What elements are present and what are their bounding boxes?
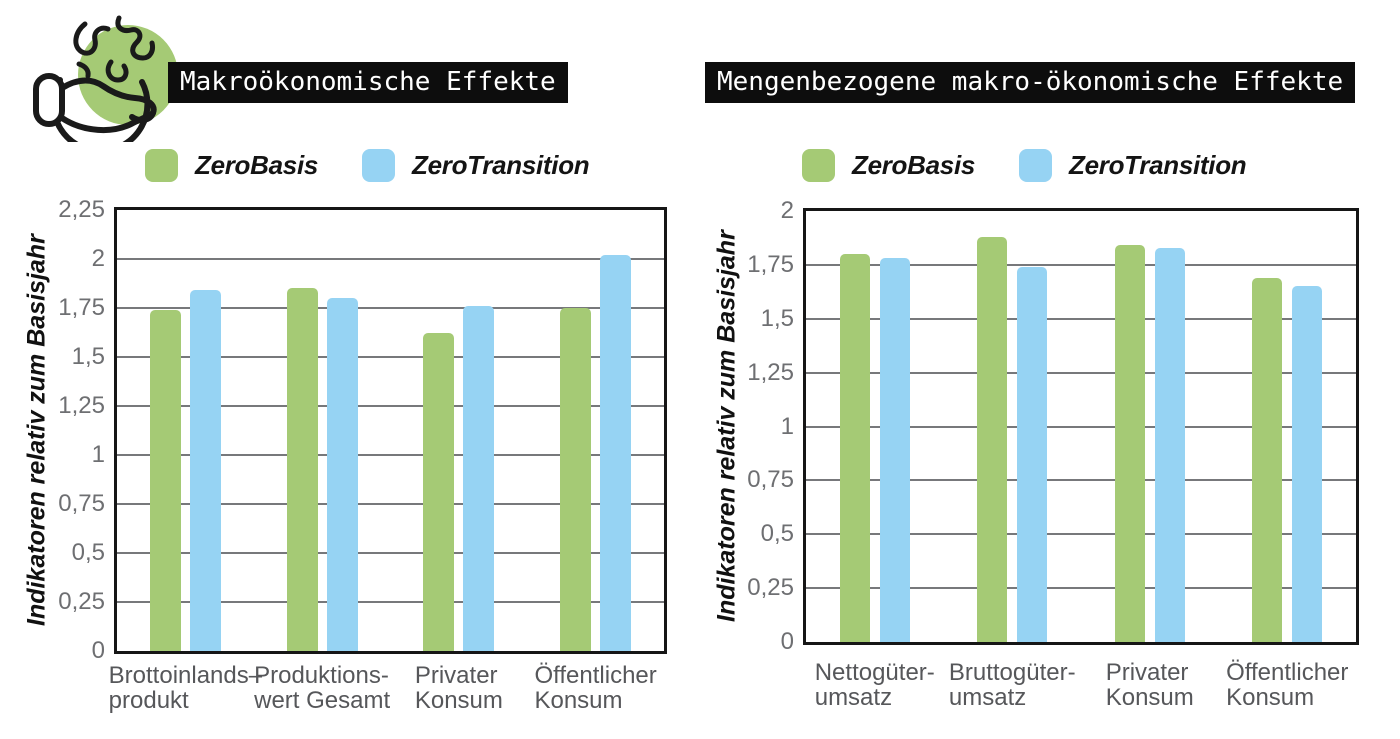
y-tick-label: 0,75 [58,490,105,517]
chart-title-left: Makroökonomische Effekte [168,62,568,103]
y-tick-label: 1,25 [58,392,105,419]
x-category-label: Brottoinlands– produkt [108,662,263,714]
gridline [806,263,1356,266]
x-category-label: Bruttogüter-umsatz [948,659,1076,711]
plot-area-right [803,208,1359,645]
bar-zerobasis-brottoinlands-produkt [149,310,181,651]
bar-zerotransition-nettogüter-umsatz [879,258,910,642]
y-tick-label: 0,75 [747,466,794,494]
bar-zerobasis-öffentlicher-konsum [560,308,592,651]
gridline [806,587,1356,590]
bar-zerotransition-brottoinlands-produkt [189,290,221,651]
hand-holding-earth-icon [33,15,178,142]
x-category-label: Öffentlicher Konsum [534,662,657,714]
x-category-label: Öffentlicher Konsum [1226,659,1349,711]
y-tick-label: 2,25 [58,196,105,223]
x-category-label: Produktions-wert Gesamt [254,662,391,714]
gridline [117,503,664,505]
y-tick-label: 2 [780,197,794,224]
plot-area-left [114,207,667,654]
y-tick-label: 2 [91,245,105,272]
legend-right: ZeroBasis ZeroTransition [802,149,1247,182]
y-tick-label: 0,5 [760,520,794,548]
gridline [117,454,664,456]
y-tick-label: 1 [780,412,794,440]
y-tick-label: 0,25 [58,588,105,615]
bar-zerobasis-öffentlicher-konsum [1252,278,1283,642]
gridline [117,307,664,309]
y-tick-label: 1,5 [760,304,794,332]
gridline [117,356,664,358]
bar-zerotransition-produktions-wert-gesamt [326,298,358,651]
legend-left: ZeroBasis ZeroTransition [145,149,590,182]
bar-zerobasis-privater-konsum [1114,245,1145,642]
y-tick-label: 0,25 [747,574,794,602]
legend-swatch-zerobasis [145,149,178,182]
bar-zerobasis-produktions-wert-gesamt [286,288,318,651]
gridline [806,425,1356,428]
gridline [117,552,664,554]
x-category-label: Privater Konsum [414,662,503,714]
legend-swatch-zerotransition [1019,149,1053,182]
gridline [117,258,664,260]
legend-label-zerobasis: ZeroBasis [852,150,976,180]
y-tick-label: 1,75 [747,250,794,278]
bar-zerobasis-nettogüter-umsatz [839,254,870,642]
x-category-label: Nettogüter-umsatz [814,659,935,711]
gridline [806,533,1356,536]
y-tick-label: 0,5 [71,539,105,566]
y-tick-label: 1 [91,441,105,468]
gridline [117,601,664,603]
bar-zerotransition-privater-konsum [1154,248,1185,642]
gridline [806,317,1356,320]
legend-label-zerotransition: ZeroTransition [412,150,590,180]
bar-zerobasis-bruttogüter-umsatz [977,237,1008,642]
y-tick-label: 0 [780,628,794,655]
legend-label-zerotransition: ZeroTransition [1069,150,1247,180]
bar-zerobasis-privater-konsum [423,333,455,651]
y-axis-label-left: Indikatoren relativ zum Basisjahr [22,234,51,627]
y-tick-label: 0 [91,637,105,664]
legend-swatch-zerobasis [802,149,835,182]
gridline [117,405,664,407]
y-tick-label: 1,75 [58,294,105,321]
bar-zerotransition-öffentlicher-konsum [1292,286,1323,642]
gridline [806,371,1356,374]
bar-zerotransition-öffentlicher-konsum [600,255,632,651]
bar-zerotransition-bruttogüter-umsatz [1017,267,1048,642]
bar-zerotransition-privater-konsum [463,306,495,651]
legend-swatch-zerotransition [362,149,396,182]
y-tick-label: 1,5 [71,343,105,370]
x-category-label: Privater Konsum [1105,659,1194,711]
legend-label-zerobasis: ZeroBasis [195,150,319,180]
y-tick-label: 1,25 [747,358,794,386]
gridline [806,479,1356,482]
chart-title-right: Mengenbezogene makro-ökonomische Effekte [705,62,1356,103]
